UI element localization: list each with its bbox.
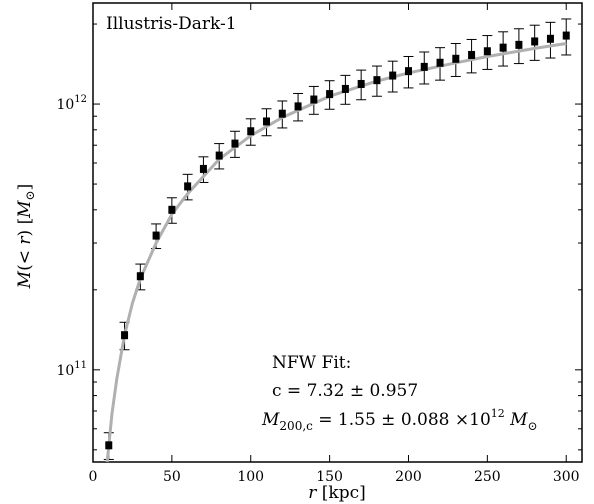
data-point	[231, 139, 239, 148]
x-axis-title: r [kpc]	[308, 483, 366, 503]
data-point	[546, 34, 554, 43]
data-point	[168, 205, 176, 214]
data-point	[278, 109, 286, 118]
data-point	[468, 50, 476, 59]
y-tick-label: 1012	[56, 94, 87, 113]
data-point	[247, 127, 255, 136]
data-point	[483, 47, 491, 56]
data-point	[105, 441, 113, 450]
fit-title: NFW Fit:	[272, 353, 351, 373]
data-point	[420, 62, 428, 71]
chart-title: Illustris-Dark-1	[106, 14, 237, 34]
fit-m200-line: M200,c = 1.55 ± 0.088 ×1012 M⊙	[261, 407, 538, 433]
data-point	[310, 95, 318, 104]
data-point	[326, 90, 334, 99]
x-tick-label: 300	[553, 469, 580, 485]
data-point	[452, 54, 460, 63]
data-point	[373, 76, 381, 85]
fit-c-line: c = 7.32 ± 0.957	[272, 381, 418, 401]
x-tick-label: 50	[163, 469, 181, 485]
data-point	[515, 40, 523, 49]
data-points	[105, 31, 570, 450]
data-point	[389, 71, 397, 80]
y-axis-title: M(< r) [M⊙]	[15, 184, 37, 290]
data-point	[436, 58, 444, 67]
data-point	[136, 272, 144, 281]
x-tick-label: 0	[89, 469, 98, 485]
data-point	[263, 117, 271, 126]
plot-frame	[92, 2, 583, 463]
data-point	[357, 79, 365, 88]
x-tick-label: 100	[237, 469, 264, 485]
data-point	[341, 84, 349, 93]
data-point	[562, 31, 570, 40]
data-point	[184, 182, 192, 191]
data-point	[152, 231, 160, 240]
data-point	[499, 43, 507, 52]
data-point	[294, 102, 302, 111]
data-point	[215, 151, 223, 160]
y-tick-label: 1011	[56, 360, 87, 379]
x-axis-ticks: 0 50 100 150 200 250 300	[89, 3, 580, 485]
x-tick-label: 200	[395, 469, 422, 485]
data-point	[199, 164, 207, 173]
x-tick-label: 150	[316, 469, 343, 485]
y-axis-ticks: 1011 1012	[56, 23, 582, 451]
x-tick-label: 250	[474, 469, 501, 485]
data-point	[531, 37, 539, 46]
data-point	[121, 331, 129, 340]
data-point	[404, 67, 412, 76]
